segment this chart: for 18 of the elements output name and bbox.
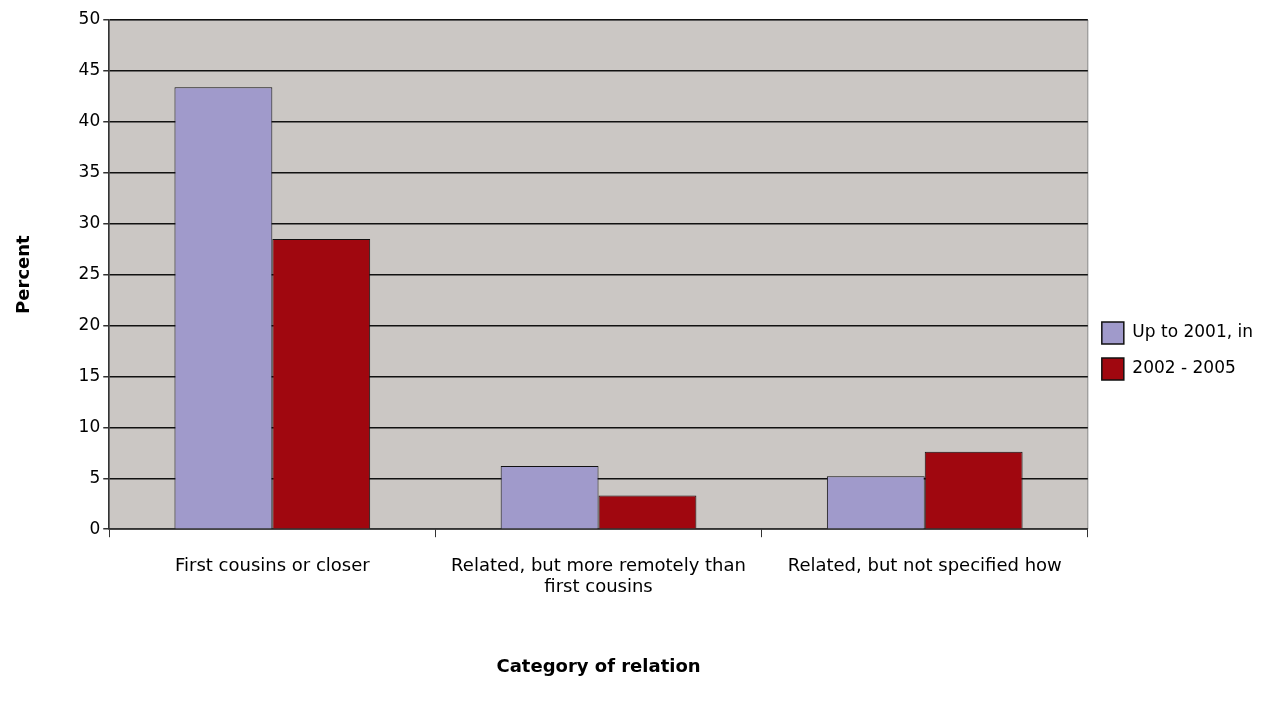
y-tick-label: 15 xyxy=(78,364,101,385)
legend-label: Up to 2001, in xyxy=(1132,321,1254,342)
y-tick-label: 25 xyxy=(78,263,101,284)
x-axis-title: Category of relation xyxy=(496,654,701,676)
y-tick-label: 35 xyxy=(78,161,101,182)
y-tick-label: 5 xyxy=(89,466,101,487)
y-tick-label: 0 xyxy=(89,517,101,538)
legend-label: 2002 - 2005 xyxy=(1132,357,1236,378)
y-tick-label: 50 xyxy=(78,8,101,29)
x-tick-label: First cousins or closer xyxy=(174,553,371,575)
y-tick-label: 30 xyxy=(78,212,101,233)
y-tick-label: 20 xyxy=(78,313,101,334)
y-tick-label: 45 xyxy=(78,59,101,80)
y-tick-label: 10 xyxy=(78,415,101,436)
y-axis-title: Percent xyxy=(12,234,34,314)
y-tick-label: 40 xyxy=(78,110,101,131)
x-tick-label: Related, but not specified how xyxy=(787,553,1062,575)
x-tick-label: Related, but more remotely than first cousins xyxy=(451,553,746,597)
